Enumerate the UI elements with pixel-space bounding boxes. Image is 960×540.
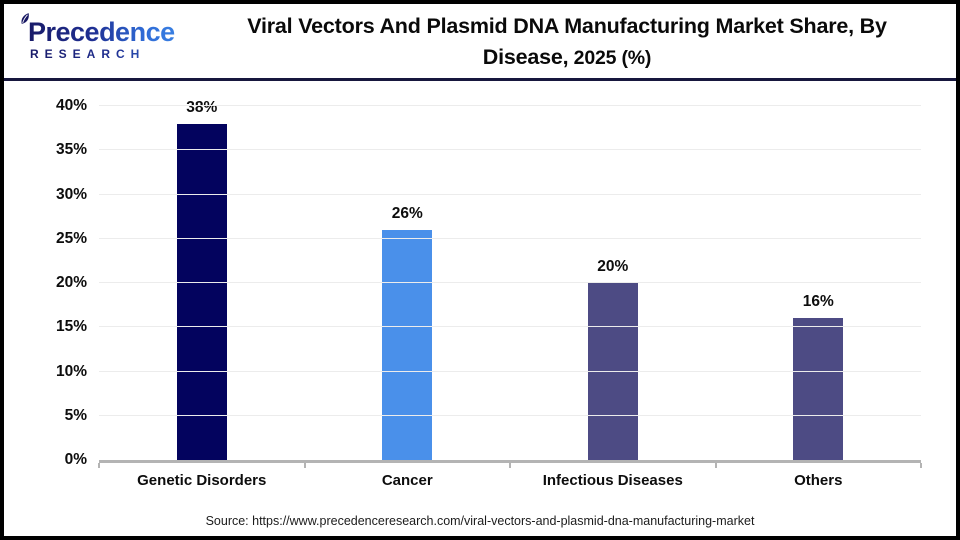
bar-column: 26% <box>305 106 511 460</box>
bar-column: 16% <box>716 106 922 460</box>
x-axis-label: Infectious Diseases <box>542 472 683 489</box>
source-text: Source: https://www.precedenceresearch.c… <box>205 514 755 528</box>
bar-column: 20% <box>510 106 716 460</box>
x-axis-tick <box>98 463 100 468</box>
logo-subtitle: RESEARCH <box>20 47 192 61</box>
bar <box>382 229 433 460</box>
plot-columns: 38% 26% 20% 16% <box>99 99 922 460</box>
bar <box>587 283 638 460</box>
bar-value-label: 16% <box>802 293 834 311</box>
leaf-icon <box>21 13 29 24</box>
gridline <box>99 193 921 195</box>
y-axis-tick-label: 30% <box>55 185 87 203</box>
gridline <box>99 370 921 372</box>
gridline <box>99 105 921 106</box>
bar-value-label: 26% <box>391 204 423 222</box>
chart-title-year: 2025 (%) <box>568 47 652 69</box>
x-axis-label: Cancer <box>381 472 433 489</box>
gridline <box>99 149 921 151</box>
x-axis-tick <box>714 463 717 468</box>
chart-title-line2: Disease, 2025 (%) <box>196 42 938 73</box>
bar <box>176 123 227 460</box>
bar-column: 38% <box>99 99 305 460</box>
y-axis-tick-label: 15% <box>55 318 87 336</box>
x-axis-label: Genetic Disorders <box>137 472 267 489</box>
gridline <box>99 282 921 283</box>
y-axis-tick-label: 40% <box>55 97 87 114</box>
y-axis-tick-label: 20% <box>55 274 87 291</box>
chart-title: Viral Vectors And Plasmid DNA Manufactur… <box>192 4 956 73</box>
header-divider <box>4 78 956 81</box>
bar-value-label: 38% <box>186 98 218 116</box>
y-axis-tick-label: 0% <box>64 451 87 468</box>
plot-area: 38% 26% 20% 16% 0% 5% 10% 15% 20% 25% 30% 35% 40% <box>56 97 922 468</box>
bar-value-label: 20% <box>597 258 629 275</box>
logo-wordmark: Precedence <box>20 18 192 46</box>
y-axis-tick-label: 35% <box>55 141 87 159</box>
y-axis-tick-label: 25% <box>55 229 87 247</box>
x-axis-tick <box>509 463 511 468</box>
x-axis-labels: Genetic Disorders Cancer Infectious Diseas… <box>99 472 921 489</box>
chart-title-line1: Viral Vectors And Plasmid DNA Manufactur… <box>247 14 887 38</box>
bar <box>793 318 844 460</box>
gridline <box>99 414 921 416</box>
gridline <box>99 237 921 239</box>
x-axis-tick <box>303 463 306 468</box>
chart-title-line2-main: Disease, <box>482 45 569 69</box>
header: Precedence RESEARCH Viral Vectors And Pl… <box>4 4 956 78</box>
x-axis-tick <box>920 463 922 468</box>
brand-logo: Precedence RESEARCH <box>4 4 192 61</box>
x-axis-label: Others <box>794 472 843 489</box>
y-axis-tick-label: 5% <box>64 406 87 424</box>
gridline <box>99 326 921 328</box>
y-axis-tick-label: 10% <box>55 362 87 380</box>
